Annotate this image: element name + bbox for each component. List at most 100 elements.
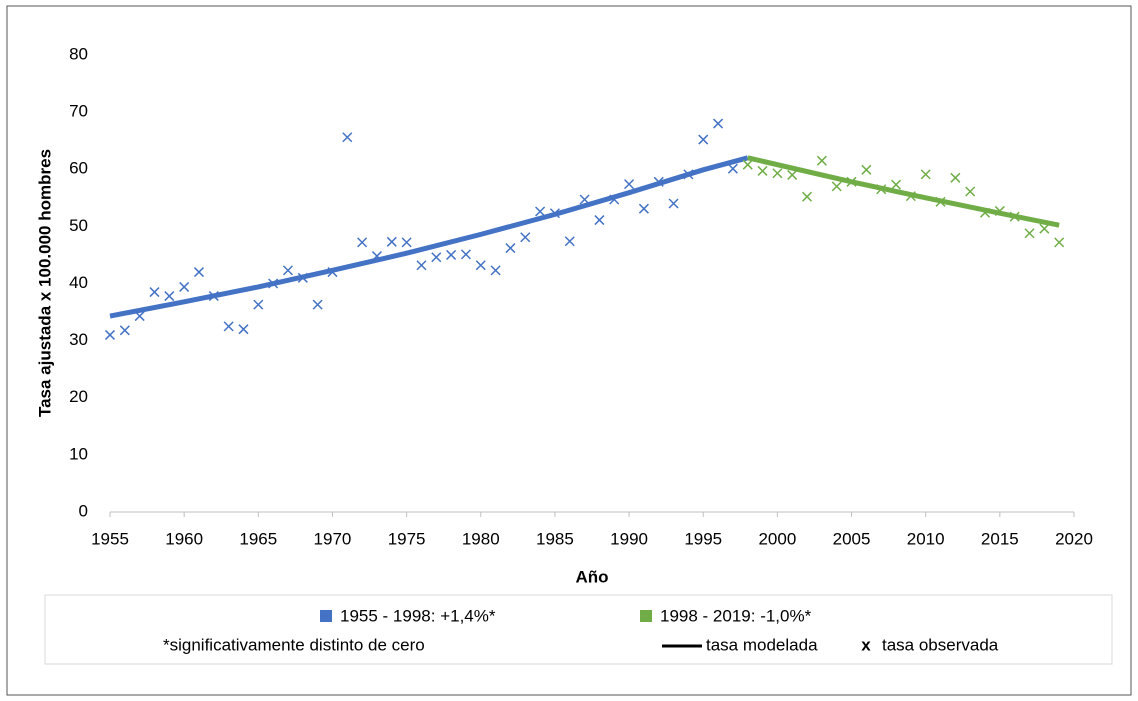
legend-box [44,594,1113,665]
observed-marker [950,172,961,183]
observed-marker [816,155,827,166]
observed-marker [535,206,546,217]
observed-marker [772,168,783,179]
observed-marker [787,169,798,180]
observed-marker [446,249,457,260]
observed-marker [1024,228,1035,239]
modeled-line [109,155,749,319]
x-tick-label: 1980 [462,529,500,548]
observed-marker [1009,211,1020,222]
legend-marker-label: tasa observada [882,635,999,654]
x-tick-label: 1990 [610,529,648,548]
legend-swatch [640,610,652,622]
observed-marker [475,260,486,271]
observed-marker [579,194,590,205]
observed-marker [357,237,368,248]
observed-marker [564,236,575,247]
observed-marker [698,134,709,145]
y-axis-label: Tasa ajustada x 100.000 hombres [35,149,54,417]
x-axis-label: Año [575,567,608,586]
observed-marker [312,299,323,310]
observed-marker [416,260,427,271]
observed-marker [653,176,664,187]
observed-marker [1054,237,1065,248]
observed-marker [802,191,813,202]
observed-marker [193,267,205,278]
y-tick-label: 40 [69,273,88,292]
legend-line-label: tasa modelada [706,635,818,654]
observed-marker [386,236,397,247]
observed-marker [297,272,308,283]
observed-marker [282,265,293,276]
y-tick-label: 0 [79,501,88,520]
legend-footnote: *significativamente distinto de cero [163,635,425,654]
x-tick-label: 1960 [165,529,203,548]
observed-marker [920,169,931,180]
observed-marker [549,208,560,219]
legend-label: 1998 - 2019: -1,0%* [660,606,812,625]
observed-marker [876,184,887,195]
x-tick-label: 2010 [907,529,945,548]
observed-marker [253,299,264,310]
observed-marker [846,176,857,187]
x-tick-label: 2015 [981,529,1019,548]
y-tick-label: 70 [69,102,88,121]
observed-marker [134,311,145,322]
observed-marker [179,281,190,292]
observed-marker [490,265,501,276]
y-tick-label: 20 [69,387,88,406]
observed-marker [757,165,768,176]
observed-marker [624,179,635,190]
observed-marker [342,132,353,143]
observed-marker [327,267,338,278]
observed-marker [713,118,724,129]
x-tick-label: 1985 [536,529,574,548]
observed-marker [965,186,976,197]
legend-label: 1955 - 1998: +1,4%* [340,606,496,625]
observed-marker [891,179,902,190]
observed-marker [638,203,649,214]
observed-marker [371,251,382,262]
observed-marker [164,291,175,302]
observed-marker [994,205,1005,216]
x-tick-label: 1975 [388,529,426,548]
observed-marker [683,169,694,180]
observed-marker [238,324,249,335]
y-tick-label: 50 [69,216,88,235]
y-tick-label: 30 [69,330,88,349]
observed-marker [268,278,279,289]
modeled-line [747,155,1060,228]
x-tick-label: 1970 [314,529,352,548]
observed-marker [223,321,234,332]
observed-marker [1039,223,1050,234]
legend-swatch [320,610,332,622]
y-tick-label: 10 [69,444,88,463]
observed-marker [208,291,219,302]
observed-marker [594,215,605,226]
observed-marker [831,181,842,192]
legend-marker-symbol: x [861,635,871,654]
observed-marker [861,164,872,175]
chart-border [6,5,1132,696]
x-tick-label: 1965 [239,529,277,548]
observed-marker [520,232,531,243]
x-tick-label: 1995 [684,529,722,548]
observed-marker [104,329,116,340]
observed-marker [979,207,991,218]
x-tick-label: 1955 [91,529,129,548]
observed-marker [401,237,412,248]
observed-marker [905,191,916,202]
observed-marker [727,163,738,174]
observed-marker [505,243,516,254]
observed-marker [609,194,620,205]
y-tick-label: 60 [69,159,88,178]
observed-marker [119,325,130,336]
observed-marker [460,249,471,260]
observed-marker [742,159,753,170]
observed-marker [935,196,946,207]
x-tick-label: 2000 [758,529,796,548]
observed-marker [431,252,442,263]
observed-marker [668,198,679,209]
